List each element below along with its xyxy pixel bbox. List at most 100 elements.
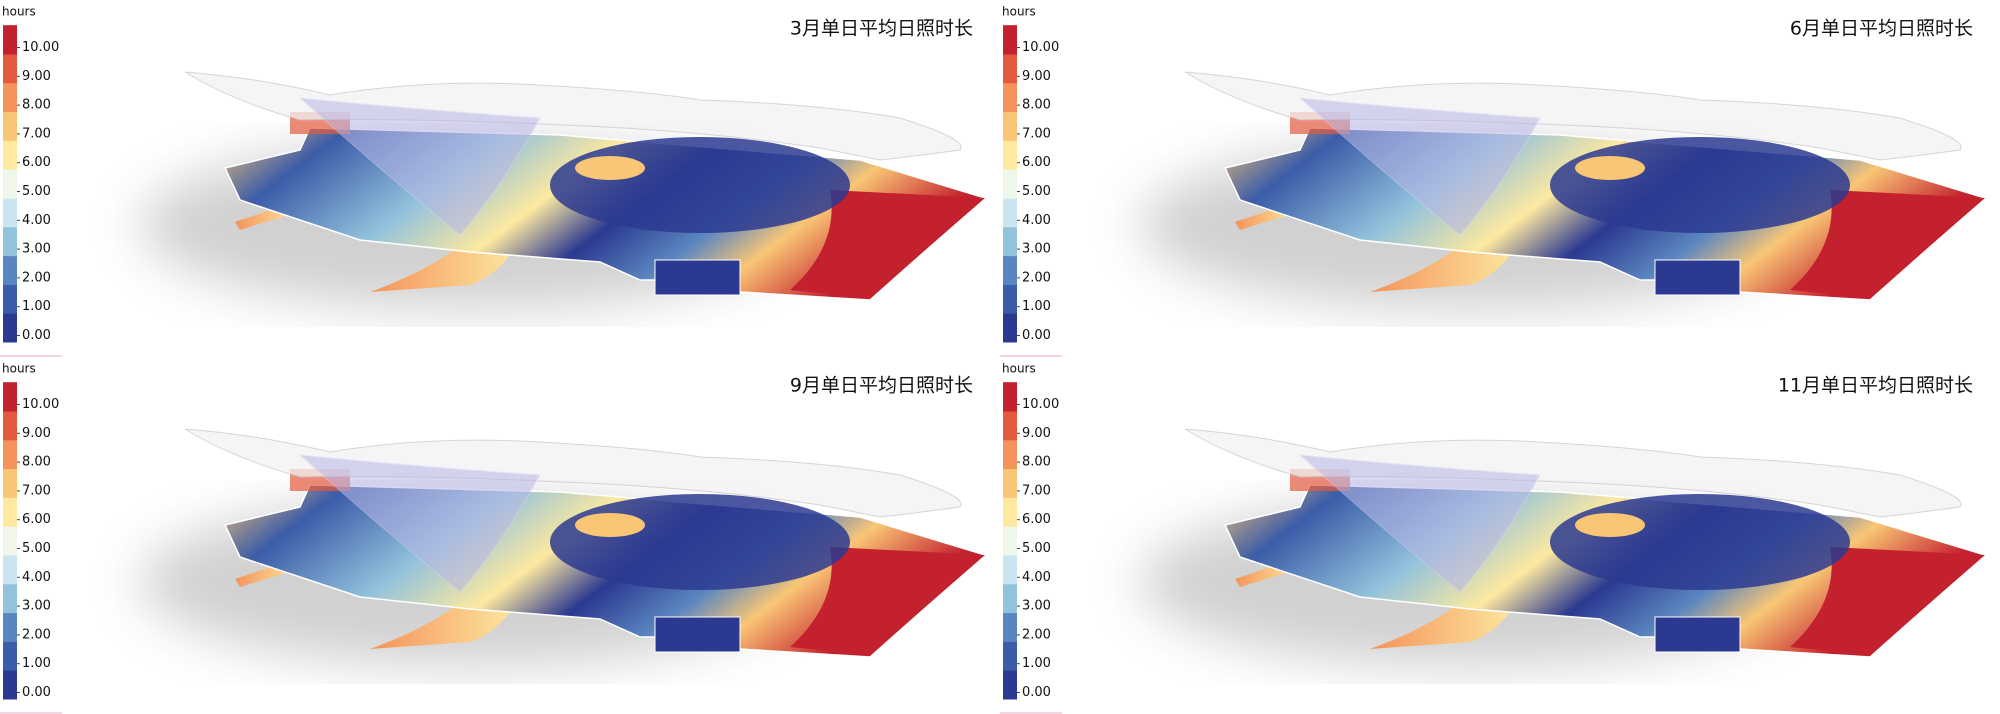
legend-swatch	[3, 284, 17, 314]
legend-tick-label: 2.00	[22, 270, 51, 285]
panel-title: 9月单日平均日照时长	[790, 375, 973, 397]
legend-tick-label: 9.00	[1022, 69, 1051, 84]
disk	[550, 494, 850, 590]
block	[654, 616, 741, 653]
legend-unit: hours	[2, 5, 36, 19]
legend-tick-label: 4.00	[22, 570, 51, 585]
legend-tick-label: 8.00	[1022, 455, 1051, 470]
plate-red	[790, 190, 985, 298]
panel: 9月单日平均日照时长 hours 10.00 9.00 8.00 7.00 6.00 5.00…	[0, 362, 987, 714]
disk-small	[575, 156, 645, 180]
legend-swatch	[1003, 468, 1017, 498]
legend: hours 10.00 9.00 8.00 7.00 6.00 5.00 4.00 3.00 2.…	[1000, 5, 1062, 357]
legend-swatch	[1003, 497, 1017, 527]
legend-swatch	[3, 198, 17, 228]
panel-title: 3月单日平均日照时长	[790, 18, 973, 40]
legend-tick-label: 4.00	[1022, 213, 1051, 228]
legend-tick-label: 0.00	[22, 685, 51, 700]
legend-tick-label: 9.00	[1022, 426, 1051, 441]
legend-swatch	[3, 255, 17, 285]
legend-swatch	[1003, 25, 1017, 55]
legend-tick-label: 5.00	[22, 184, 51, 199]
legend-swatch	[3, 140, 17, 170]
legend-unit: hours	[1002, 362, 1036, 376]
panel: 6月单日平均日照时长 hours 10.00 9.00 8.00 7.00 6.00 5.00…	[1000, 5, 1987, 357]
legend-swatch	[1003, 226, 1017, 257]
legend-swatch	[1003, 382, 1017, 412]
block	[1654, 616, 1741, 653]
legend-tick-label: 4.00	[1022, 570, 1051, 585]
plate-red	[1790, 547, 1985, 655]
legend-swatch	[3, 169, 17, 199]
legend-tick-label: 0.00	[1022, 328, 1051, 343]
disk-small	[575, 513, 645, 537]
legend-swatch	[1003, 284, 1017, 314]
legend-swatch	[3, 497, 17, 527]
legend-swatch	[3, 612, 17, 642]
legend-tick-label: 0.00	[1022, 685, 1051, 700]
legend-tick-label: 5.00	[22, 541, 51, 556]
legend-tick-label: 6.00	[22, 155, 51, 170]
legend-swatch	[1003, 670, 1017, 700]
legend-tick-label: 6.00	[1022, 512, 1051, 527]
legend-tick-label: 1.00	[22, 299, 51, 314]
legend-tick-label: 1.00	[22, 656, 51, 671]
legend-swatch	[1003, 198, 1017, 228]
legend-tick-label: 3.00	[1022, 599, 1051, 614]
legend-swatch	[1003, 255, 1017, 285]
legend-swatch	[3, 555, 17, 585]
plate-red	[1790, 190, 1985, 298]
legend-tick-label: 1.00	[1022, 299, 1051, 314]
legend-swatch	[1003, 140, 1017, 170]
legend-tick-label: 3.00	[22, 242, 51, 257]
legend-swatch	[1003, 612, 1017, 642]
legend-tick-label: 10.00	[1022, 40, 1059, 55]
legend-tick-label: 0.00	[22, 328, 51, 343]
legend-tick-label: 10.00	[1022, 397, 1059, 412]
legend-tick-label: 5.00	[1022, 541, 1051, 556]
legend-tick-label: 8.00	[1022, 98, 1051, 113]
legend-swatch	[3, 670, 17, 700]
legend-swatch	[3, 54, 17, 84]
panel: 11月单日平均日照时长 hours 10.00 9.00 8.00 7.00 6.00 5.0…	[1000, 362, 1987, 714]
legend-tick-label: 6.00	[1022, 155, 1051, 170]
panel: 3月单日平均日照时长 hours 10.00 9.00 8.00 7.00 6.00 5.00…	[0, 5, 987, 357]
legend: hours 10.00 9.00 8.00 7.00 6.00 5.00 4.00 3.00 2.…	[0, 5, 62, 357]
legend-tick-label: 2.00	[1022, 270, 1051, 285]
legend-swatch	[3, 25, 17, 55]
legend-tick-label: 8.00	[22, 98, 51, 113]
legend-tick-label: 7.00	[22, 126, 51, 141]
legend-tick-label: 7.00	[22, 483, 51, 498]
legend-tick-label: 2.00	[1022, 627, 1051, 642]
legend-swatch	[3, 382, 17, 412]
legend-tick-label: 6.00	[22, 512, 51, 527]
glass-cone	[298, 454, 541, 593]
legend-tick-label: 3.00	[22, 599, 51, 614]
legend-swatch	[3, 313, 17, 343]
legend-swatch	[3, 641, 17, 671]
glass-cone	[298, 97, 541, 236]
disk-small	[1575, 156, 1645, 180]
disk-small	[1575, 513, 1645, 537]
legend-tick-label: 3.00	[1022, 242, 1051, 257]
panel-title: 6月单日平均日照时长	[1790, 18, 1973, 40]
legend-swatch	[1003, 411, 1017, 441]
legend-tick-label: 9.00	[22, 426, 51, 441]
legend-tick-label: 7.00	[1022, 483, 1051, 498]
legend-swatch	[1003, 583, 1017, 614]
legend-swatch	[3, 111, 17, 141]
legend-unit: hours	[2, 362, 36, 376]
legend-swatch	[1003, 111, 1017, 141]
legend-swatch	[3, 82, 17, 113]
plate-red	[790, 547, 985, 655]
legend-swatch	[3, 411, 17, 441]
legend-tick-label: 7.00	[1022, 126, 1051, 141]
glass-cone	[1298, 97, 1541, 236]
legend-unit: hours	[1002, 5, 1036, 19]
legend-swatch	[1003, 555, 1017, 585]
legend-swatch	[1003, 641, 1017, 671]
legend-swatch	[1003, 526, 1017, 556]
legend-swatch	[3, 526, 17, 556]
legend-tick-label: 1.00	[1022, 656, 1051, 671]
